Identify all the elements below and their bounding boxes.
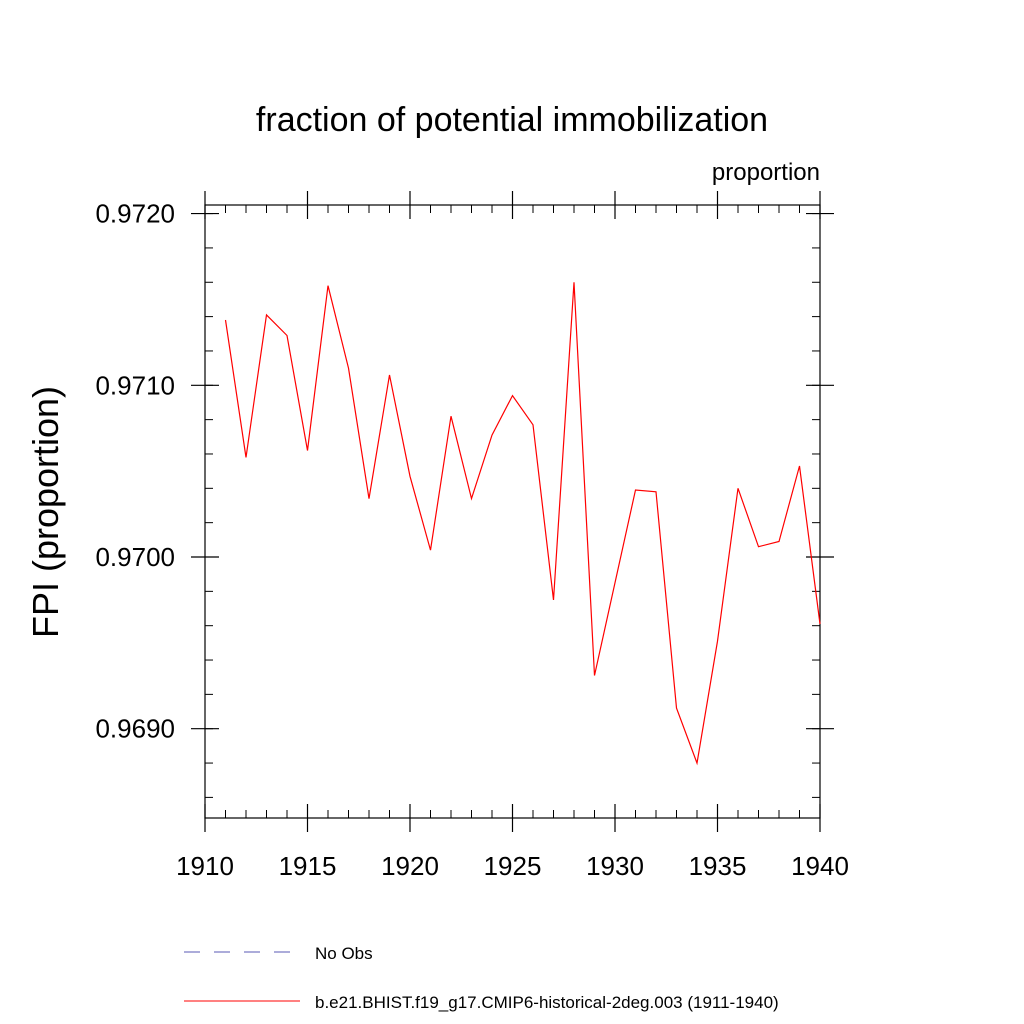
axes: 0.9690 0.9700 0.9710 0.9720 1910 1915 1920 1925… <box>95 191 849 881</box>
x-tick-label: 1940 <box>791 851 849 881</box>
series-line <box>224 282 821 766</box>
chart-title: fraction of potential immobilization <box>256 101 768 139</box>
x-tick-label: 1930 <box>586 851 644 881</box>
legend-label: No Obs <box>315 944 373 963</box>
legend-label: b.e21.BHIST.f19_g17.CMIP6-historical-2de… <box>315 993 779 1012</box>
x-tick-label: 1925 <box>484 851 542 881</box>
x-tick-label: 1920 <box>381 851 439 881</box>
y-tick-label: 0.9700 <box>95 542 175 572</box>
y-axis-label: FPI (proportion) <box>25 386 66 638</box>
y-tick-label: 0.9720 <box>95 199 175 229</box>
y-tick-label: 0.9690 <box>95 714 175 744</box>
x-tick-label: 1935 <box>689 851 747 881</box>
legend: No Obs b.e21.BHIST.f19_g17.CMIP6-historic… <box>184 944 779 1012</box>
y-tick-label: 0.9710 <box>95 370 175 400</box>
plot-series <box>224 282 821 766</box>
plot-frame <box>204 204 821 819</box>
x-tick-label: 1915 <box>279 851 337 881</box>
chart-units-label: proportion <box>712 159 820 186</box>
x-tick-label: 1910 <box>176 851 234 881</box>
